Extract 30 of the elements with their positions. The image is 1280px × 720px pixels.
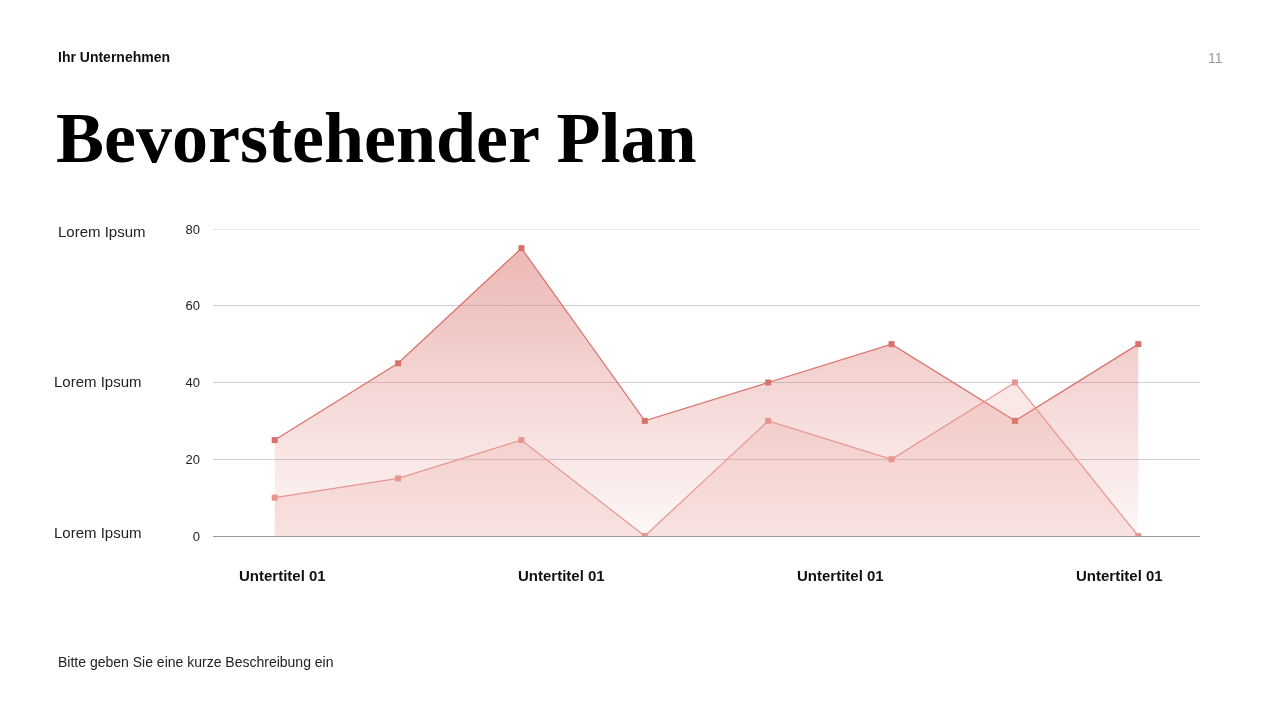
point (518, 245, 525, 252)
point (518, 437, 525, 444)
text: Lorem Ipsum (54, 524, 142, 541)
point (395, 475, 402, 482)
y-tick-label: 80 (185, 221, 200, 237)
text: Ihr Unternehmen (58, 49, 171, 65)
point (1011, 379, 1018, 386)
text: Lorem Ipsum (58, 223, 146, 240)
point (765, 379, 772, 386)
point (271, 494, 278, 501)
text: 11 (1208, 50, 1223, 66)
text: Lorem Ipsum (54, 373, 142, 390)
point (395, 360, 402, 367)
text: Untertitel 01 (797, 567, 884, 584)
point (1011, 417, 1018, 424)
chart-title: Bevorstehender Plan (56, 98, 697, 179)
point (271, 437, 278, 444)
y-tick-label: 0 (192, 528, 200, 544)
text: Untertitel 01 (1076, 567, 1163, 584)
point (641, 417, 648, 424)
text: Untertitel 01 (518, 567, 605, 584)
text: Untertitel 01 (239, 567, 326, 584)
y-tick-label: 60 (185, 298, 200, 314)
y-tick-label: 40 (185, 375, 200, 391)
point (1135, 341, 1142, 348)
text: Bitte geben Sie eine kurze Beschreibung ein (58, 654, 334, 670)
point (888, 456, 895, 463)
point (888, 341, 895, 348)
point (765, 417, 772, 424)
y-tick-label: 20 (185, 451, 200, 467)
